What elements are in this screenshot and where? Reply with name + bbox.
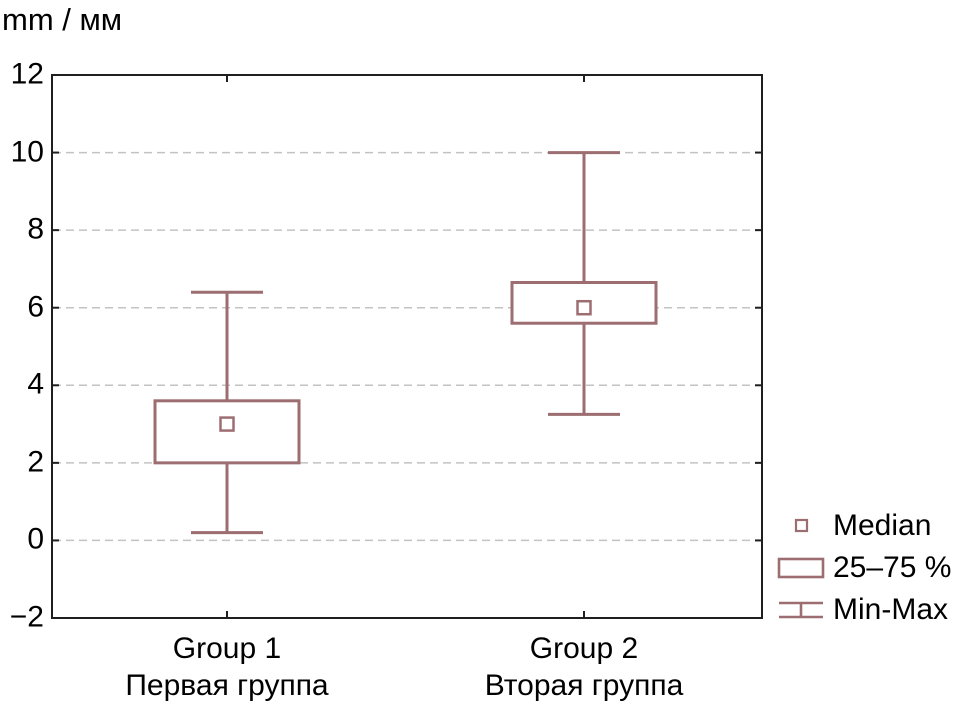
x-axis-label-group-1: Group 1 Первая группа (57, 630, 397, 704)
legend-label-25-75: 25–75 % (833, 551, 952, 584)
iqr-box-group-1 (153, 399, 301, 465)
y-axis-title: mm / мм (2, 2, 123, 37)
legend-label-min-max: Min-Max (833, 593, 949, 626)
y-tick-label: 0 (27, 522, 44, 556)
median-marker-group-1 (219, 416, 235, 432)
group-2-label-ru: Вторая группа (484, 669, 684, 702)
legend-item-min-max: Min-Max (777, 589, 951, 631)
y-tick-label: −2 (9, 600, 44, 634)
median-marker-group-2 (576, 299, 592, 316)
group-2-label-en: Group 2 (529, 632, 639, 665)
y-tick-label: 10 (10, 134, 44, 168)
y-tick-label: 12 (10, 57, 44, 91)
legend: Median 25–75 % Min-Max (777, 505, 951, 631)
whisker-range-icon (779, 601, 823, 619)
y-tick-label: 8 (27, 212, 44, 246)
median-marker-icon (794, 518, 809, 533)
legend-item-25-75: 25–75 % (777, 547, 951, 589)
group-1-label-en: Group 1 (172, 632, 282, 665)
y-axis-tick-labels: 12 10 8 6 4 2 0 −2 (0, 0, 44, 709)
y-tick-label: 2 (27, 445, 44, 479)
legend-item-median: Median (777, 505, 951, 547)
group-1-label-ru: Первая группа (125, 669, 329, 702)
legend-label-median: Median (833, 509, 932, 542)
box-range-icon (777, 557, 825, 579)
plot-border (51, 74, 763, 619)
x-axis-label-group-2: Group 2 Вторая группа (414, 630, 754, 704)
y-tick-label: 4 (27, 367, 44, 401)
y-tick-label: 6 (27, 290, 44, 324)
